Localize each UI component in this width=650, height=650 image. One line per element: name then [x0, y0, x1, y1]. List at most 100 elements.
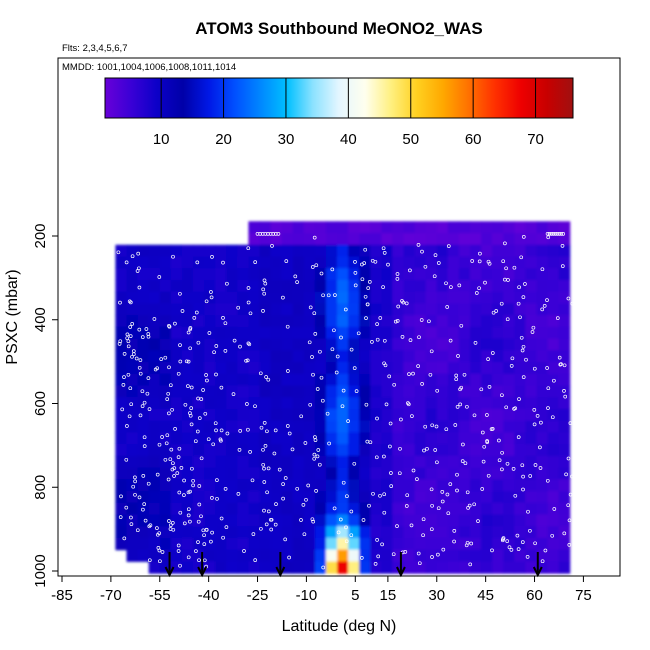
field-cell [292, 479, 305, 492]
field-cell [414, 549, 427, 562]
field-cell [314, 397, 327, 410]
field-cell [447, 338, 460, 351]
field-cell [436, 479, 449, 492]
sample-point [567, 518, 572, 523]
field-cell [159, 479, 172, 492]
field-cell [170, 385, 183, 398]
sample-point [184, 359, 189, 364]
field-cell [170, 338, 183, 351]
field-cell [359, 455, 371, 469]
field-cell [558, 420, 571, 433]
sample-point [205, 378, 209, 383]
field-cell [381, 326, 394, 340]
field-cell [215, 315, 227, 328]
field-cell [326, 408, 338, 422]
sample-point [246, 427, 250, 432]
field-cell [292, 315, 305, 328]
field-cell [226, 444, 238, 457]
field-cell [281, 244, 294, 258]
sample-point [520, 348, 525, 353]
field-cell [326, 221, 338, 234]
sample-point [423, 424, 428, 429]
field-cell [148, 397, 161, 410]
field-cell [337, 537, 349, 551]
field-cell [425, 455, 438, 469]
sample-point [251, 532, 256, 536]
field-cell [148, 303, 161, 316]
field-cell [514, 479, 526, 492]
sample-point [509, 548, 514, 552]
sample-point [155, 472, 160, 477]
field-cell [237, 373, 249, 387]
field-cell [226, 432, 238, 445]
field-cell [536, 502, 549, 515]
heatmap-field [115, 221, 571, 574]
field-cell [359, 408, 371, 422]
sample-point [520, 463, 525, 468]
field-cell [248, 326, 261, 340]
sample-point [186, 359, 191, 364]
field-cell [470, 303, 482, 316]
sample-point [223, 321, 228, 326]
sample-point [178, 359, 183, 364]
sample-point [265, 490, 269, 495]
sample-point [546, 406, 550, 410]
field-cell [447, 432, 460, 445]
sample-point [532, 408, 537, 412]
field-cell [381, 502, 394, 515]
field-cell [215, 502, 227, 515]
field-cell [159, 444, 172, 457]
field-cell [536, 408, 549, 422]
field-cell [337, 256, 349, 269]
sample-point [330, 267, 335, 272]
field-cell [159, 268, 172, 281]
sample-point [165, 433, 170, 438]
field-cell [481, 526, 493, 539]
field-cell [403, 385, 416, 398]
field-cell [170, 315, 183, 328]
field-cell [193, 549, 205, 562]
field-cell [226, 338, 238, 351]
field-cell [536, 350, 549, 363]
sample-point [500, 450, 504, 455]
field-cell [137, 467, 150, 480]
field-cell [536, 479, 549, 492]
sample-point [490, 351, 495, 355]
field-cell [170, 537, 183, 551]
sample-point [178, 291, 182, 296]
field-cell [248, 233, 261, 246]
sample-point [499, 301, 504, 306]
field-cell [215, 491, 227, 504]
field-cell [536, 514, 549, 527]
field-cell [359, 350, 371, 363]
field-cell [237, 397, 249, 410]
field-cell [115, 420, 128, 433]
field-cell [436, 514, 449, 527]
field-cell [248, 303, 261, 316]
field-cell [314, 549, 327, 562]
sample-point [474, 291, 479, 295]
field-cell [137, 326, 150, 340]
field-cell [281, 444, 294, 457]
sample-point [510, 356, 515, 361]
sample-point [326, 293, 331, 298]
sample-point [494, 309, 499, 313]
sample-point [400, 335, 405, 339]
field-cell [492, 303, 504, 316]
field-cell [259, 244, 272, 258]
field-cell [414, 502, 427, 515]
sample-point [236, 492, 241, 496]
field-cell [514, 303, 526, 316]
field-cell [292, 326, 305, 340]
field-cell [492, 467, 504, 480]
field-cell [314, 256, 327, 269]
field-cell [547, 479, 560, 492]
field-cell [337, 444, 349, 457]
sample-point [273, 522, 278, 527]
sample-point [121, 383, 126, 387]
field-cell [403, 362, 416, 375]
sample-point [517, 285, 521, 290]
field-cell [370, 244, 382, 258]
sample-point [435, 388, 440, 393]
sample-point [521, 474, 525, 479]
